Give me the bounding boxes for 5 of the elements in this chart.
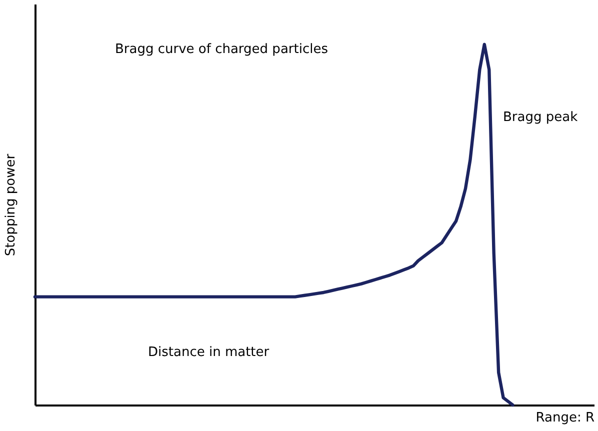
annotation: Distance in matter — [148, 345, 270, 360]
annotation: Bragg peak — [503, 110, 578, 125]
x-axis-title: Range: R — [536, 410, 594, 426]
y-axis-title: Stopping power — [4, 153, 18, 256]
annotation: Bragg curve of charged particles — [115, 42, 328, 57]
